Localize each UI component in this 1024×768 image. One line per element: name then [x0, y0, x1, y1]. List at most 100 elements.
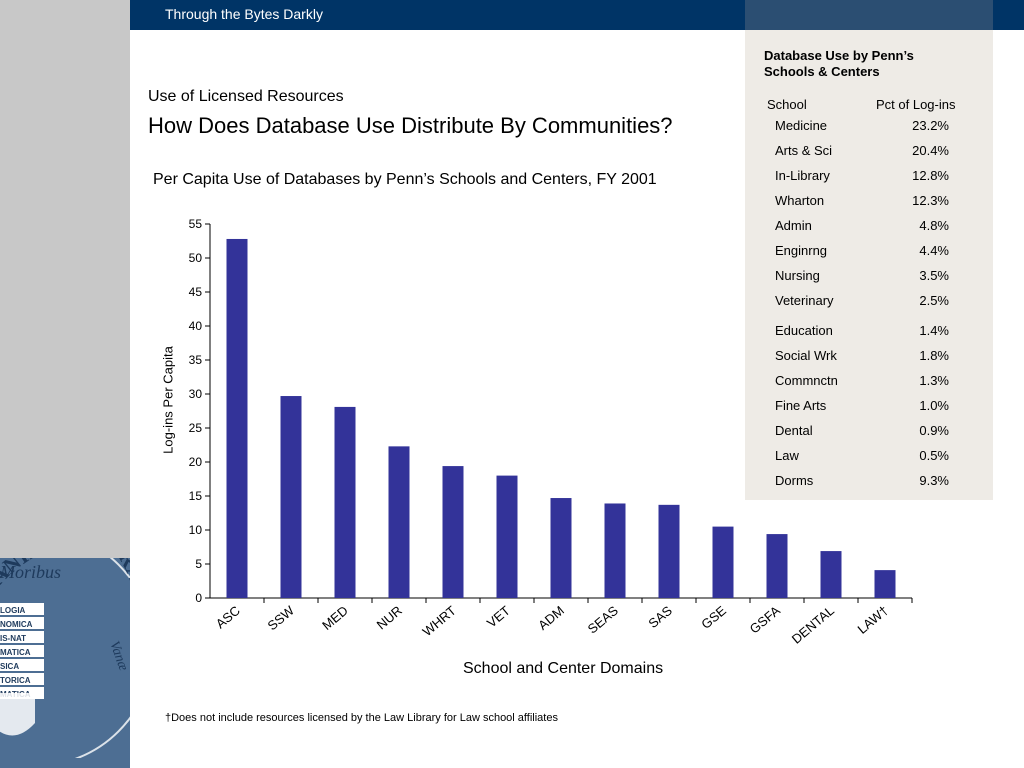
table-cell-pct: 20.4%: [912, 143, 949, 158]
y-tick-label: 40: [189, 319, 203, 333]
table-cell-school: Nursing: [775, 268, 820, 283]
table-row: Wharton 12.3%: [745, 193, 993, 215]
seal-banner: [0, 659, 44, 671]
table-row: Commnctn 1.3%: [745, 373, 993, 395]
table-cell-school: Dental: [775, 423, 813, 438]
table-cell-school: Enginrng: [775, 243, 828, 258]
table-row: Nursing 3.5%: [745, 268, 993, 290]
y-axis-label: Log-ins Per Capita: [160, 346, 176, 454]
x-tick-label: SAS: [645, 603, 675, 631]
y-tick-label: 20: [189, 455, 203, 469]
x-axis-label: School and Center Domains: [463, 660, 664, 677]
header-title: Through the Bytes Darkly: [165, 6, 323, 22]
y-tick-label: 55: [189, 217, 203, 231]
y-tick-label: 50: [189, 251, 203, 265]
table-cell-pct: 1.0%: [919, 398, 949, 413]
chart-title: Per Capita Use of Databases by Penn’s Sc…: [153, 171, 657, 188]
bar: [334, 406, 356, 598]
x-tick-label: LAW†: [855, 603, 891, 637]
header-bar: Through the Bytes Darkly: [130, 0, 745, 30]
x-tick-label: ASC: [213, 603, 243, 632]
table-cell-pct: 12.3%: [912, 193, 949, 208]
table-cell-pct: 1.8%: [919, 348, 949, 363]
table-cell-school: Fine Arts: [775, 398, 827, 413]
seal-banner-text: SICA: [0, 662, 19, 671]
bar-chart: 0 5 10 15 20 25 30 35 40 45 50 55 ASC SSW MED NUR WHRT VE…: [189, 217, 913, 647]
y-tick-label: 0: [195, 591, 202, 605]
table-cell-pct: 23.2%: [912, 118, 949, 133]
table-cell-pct: 12.8%: [912, 168, 949, 183]
table-cell-pct: 0.9%: [919, 423, 949, 438]
y-tick-label: 15: [189, 489, 203, 503]
table-cell-school: Admin: [775, 218, 812, 233]
y-tick-label: 30: [189, 387, 203, 401]
table-cell-school: Medicine: [775, 118, 828, 133]
header-accent: [745, 0, 993, 30]
bar: [280, 396, 302, 598]
table-cell-pct: 1.4%: [919, 323, 949, 338]
seal-banner-text: IS-NAT: [0, 634, 26, 643]
table-cell-school: Veterinary: [775, 293, 834, 308]
x-tick-label: WHRT: [420, 603, 459, 639]
bar: [496, 475, 518, 598]
table-cell-pct: 4.4%: [919, 243, 949, 258]
table-title: Database Use by Penn’s Schools & Centers: [764, 48, 914, 79]
seal-panel: ENNSYLVANIENSIS CVRATORVM Moribus Vanæ L…: [0, 558, 130, 768]
page-title: How Does Database Use Distribute By Comm…: [148, 113, 673, 138]
bar: [874, 570, 896, 598]
seal-motto-left: Moribus: [0, 562, 61, 582]
table-cell-school: Social Wrk: [775, 348, 837, 363]
table-row: Social Wrk 1.8%: [745, 348, 993, 370]
table-row: Law 0.5%: [745, 448, 993, 470]
bar: [658, 504, 680, 598]
y-tick-label: 5: [195, 557, 202, 571]
seal-banner-text: TORICA: [0, 676, 31, 685]
table-row: Arts & Sci 20.4%: [745, 143, 993, 165]
table-row: Admin 4.8%: [745, 218, 993, 240]
x-tick-label: GSE: [698, 603, 729, 632]
y-tick-label: 35: [189, 353, 203, 367]
table-cell-school: Education: [775, 323, 833, 338]
bar: [604, 503, 626, 598]
table-cell-school: Law: [775, 448, 799, 463]
seal-banner-text: MATICA: [0, 648, 31, 657]
bar: [820, 551, 842, 598]
table-row: Medicine 23.2%: [745, 118, 993, 140]
footnote: †Does not include resources licensed by …: [165, 712, 558, 724]
bar: [550, 498, 572, 598]
table-cell-school: Wharton: [775, 193, 825, 208]
table-cell-school: Commnctn: [775, 373, 838, 388]
x-tick-label: SSW: [265, 602, 298, 633]
seal-banner-text: LOGIA: [0, 606, 26, 615]
table-cell-pct: 1.3%: [919, 373, 949, 388]
bar: [226, 238, 248, 598]
table-row: In-Library 12.8%: [745, 168, 993, 190]
table-cell-school: In-Library: [775, 168, 830, 183]
table-cell-pct: 9.3%: [919, 473, 949, 488]
x-tick-label: SEAS: [585, 603, 621, 637]
table-cell-pct: 2.5%: [919, 293, 949, 308]
table-row: Education 1.4%: [745, 323, 993, 345]
table-header-school: School: [767, 97, 807, 112]
university-seal-icon: ENNSYLVANIENSIS CVRATORVM Moribus Vanæ L…: [0, 558, 130, 758]
table-row: Enginrng 4.4%: [745, 243, 993, 265]
bar: [766, 534, 788, 598]
bar: [712, 526, 734, 598]
bar: [388, 446, 410, 598]
seal-banner: [0, 603, 44, 615]
seal-banner: [0, 645, 44, 657]
seal-banner: [0, 673, 44, 685]
seal-banner-text: NOMICA: [0, 620, 33, 629]
table-row: Fine Arts 1.0%: [745, 398, 993, 420]
seal-banner: [0, 631, 44, 643]
table-cell-school: Dorms: [775, 473, 814, 488]
x-tick-label: DENTAL: [789, 603, 837, 647]
usage-table-panel: Database Use by Penn’s Schools & Centers…: [745, 30, 993, 500]
seal-banner: [0, 617, 44, 629]
y-tick-label: 45: [189, 285, 203, 299]
y-tick-label: 10: [189, 523, 203, 537]
table-cell-pct: 3.5%: [919, 268, 949, 283]
table-row: Dorms 9.3%: [745, 473, 993, 495]
x-tick-label: NUR: [374, 603, 405, 633]
